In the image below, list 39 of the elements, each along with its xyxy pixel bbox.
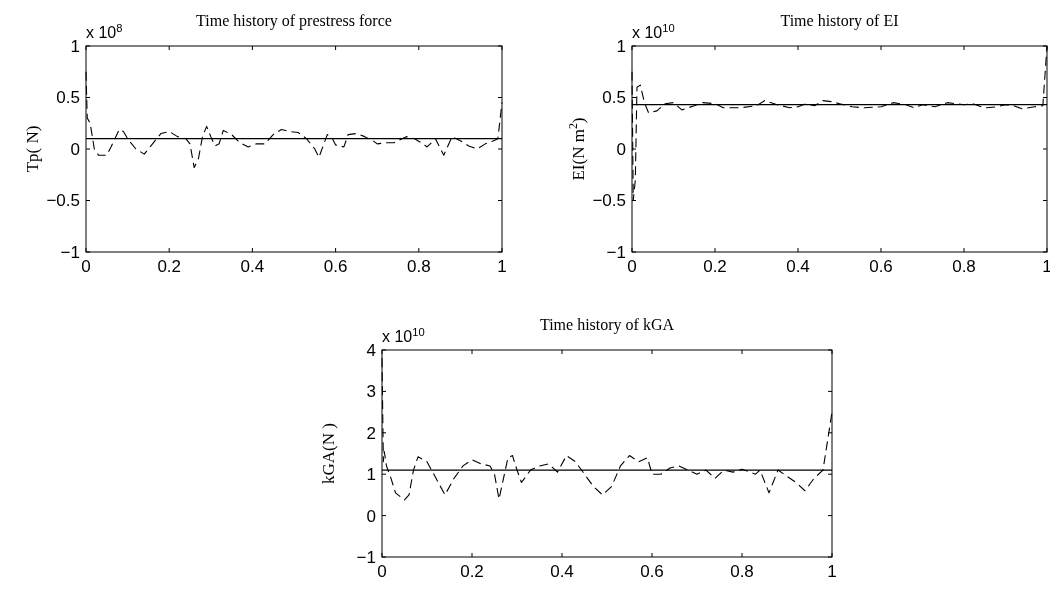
x-tick-label: 0.4 bbox=[240, 257, 265, 276]
x-tick-label: 1 bbox=[1042, 257, 1052, 276]
chart-title: Time history of kGA bbox=[539, 316, 675, 334]
chart-title: Time history of prestress force bbox=[196, 12, 392, 30]
chart-title: Time history of EI bbox=[780, 12, 899, 30]
x-tick-label: 0.2 bbox=[460, 562, 484, 581]
text: x 10$^{8}$ bbox=[86, 22, 123, 41]
y-tick-label: 1 bbox=[616, 36, 626, 56]
x-tick-label: 0.6 bbox=[323, 257, 348, 276]
x-tick-label: 0.6 bbox=[640, 562, 664, 581]
y-tick-label: 1 bbox=[366, 465, 376, 485]
y-tick-label: −1 bbox=[606, 242, 626, 262]
x-tick-label: 0.8 bbox=[406, 257, 431, 276]
x-tick-label: 0.4 bbox=[786, 257, 810, 276]
y-tick-label: −1 bbox=[60, 242, 80, 262]
y-tick-label: −1 bbox=[356, 547, 376, 567]
y-tick-label: 0 bbox=[70, 139, 80, 159]
y-tick-label: 2 bbox=[366, 423, 376, 443]
y-tick-label: −0.5 bbox=[592, 191, 626, 211]
y-axis-title: Tp( N) bbox=[23, 125, 42, 173]
y-tick-label: −0.5 bbox=[46, 191, 80, 211]
y-tick-label: 0.5 bbox=[56, 88, 80, 108]
y-tick-label: 4 bbox=[366, 340, 376, 360]
y-tick-label: 3 bbox=[366, 382, 376, 402]
x-tick-label: 0.4 bbox=[550, 562, 574, 581]
y-tick-label: 0 bbox=[366, 506, 376, 526]
x-tick-label: 1 bbox=[827, 562, 837, 581]
y-axis-title: kGA(N ) bbox=[319, 423, 338, 484]
x-tick-label: 0.2 bbox=[157, 257, 182, 276]
x-tick-label: 0.6 bbox=[869, 257, 893, 276]
text: x 10$^{10}$ bbox=[632, 22, 675, 41]
x-tick-label: 0.8 bbox=[730, 562, 754, 581]
x-tick-label: 0.8 bbox=[952, 257, 976, 276]
text: x 10$^{10}$ bbox=[382, 326, 425, 345]
x-tick-label: 0.2 bbox=[703, 257, 727, 276]
x-tick-label: 1 bbox=[497, 257, 507, 276]
y-tick-label: 1 bbox=[70, 36, 80, 56]
y-tick-label: 0 bbox=[616, 139, 626, 159]
y-tick-label: 0.5 bbox=[602, 88, 626, 108]
